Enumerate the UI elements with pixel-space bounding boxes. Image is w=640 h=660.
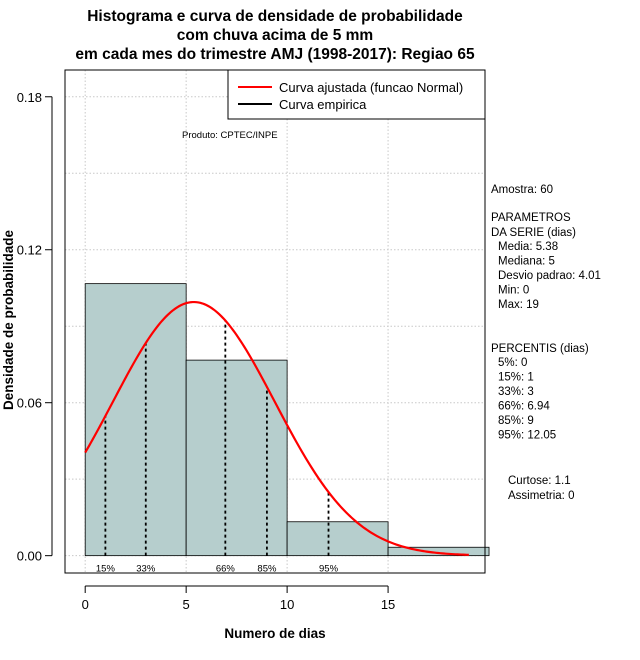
title-line-2: com chuva acima de 5 mm bbox=[177, 27, 373, 44]
stats-panel: Produto: CPTEC/INPE Amostra: 60 PARAMETRO… bbox=[182, 130, 601, 502]
param-item: Max: 19 bbox=[498, 299, 539, 311]
normal-curve bbox=[84, 300, 469, 556]
x-tick-label: 5 bbox=[183, 597, 190, 612]
y-axis-label: Densidade de probabilidade bbox=[1, 229, 16, 410]
x-tick-label: 10 bbox=[280, 597, 294, 612]
x-tick-label: 0 bbox=[82, 597, 89, 612]
x-axis-label: Numero de dias bbox=[224, 626, 325, 641]
legend: Curva ajustada (funcao Normal) Curva empi… bbox=[227, 69, 486, 120]
percentile-label: 85% bbox=[257, 564, 277, 575]
percentile-item: 33%: 3 bbox=[498, 386, 534, 398]
percentile-label: 95% bbox=[319, 564, 339, 575]
params-header: PARAMETROS bbox=[491, 212, 571, 224]
percentile-label: 66% bbox=[216, 564, 236, 575]
param-item: Mediana: 5 bbox=[498, 256, 555, 268]
histogram-bars bbox=[84, 283, 490, 557]
percentile-item: 5%: 0 bbox=[498, 357, 527, 369]
percentile-label: 33% bbox=[136, 564, 156, 575]
percentile-item: 15%: 1 bbox=[498, 372, 534, 384]
param-item: Media: 5.38 bbox=[498, 241, 558, 253]
normal-curve-line bbox=[84, 300, 469, 556]
shape-stat: Curtose: 1.1 bbox=[508, 475, 571, 487]
percentile-item: 66%: 6.94 bbox=[498, 401, 550, 413]
y-tick-label: 0.18 bbox=[17, 90, 42, 105]
histogram-bar bbox=[387, 546, 490, 557]
percentile-item: 95%: 12.05 bbox=[498, 430, 556, 442]
title-line-1: Histograma e curva de densidade de proba… bbox=[87, 8, 463, 25]
params-header: DA SERIE (dias) bbox=[491, 227, 576, 239]
axes: 0 5 10 15 Numero de dias 0.00 0.06 0.12 0.18 Dens… bbox=[1, 90, 395, 641]
x-tick-label: 15 bbox=[381, 597, 395, 612]
legend-box bbox=[227, 69, 486, 120]
legend-label: Curva ajustada (funcao Normal) bbox=[279, 80, 463, 95]
y-tick-label: 0.12 bbox=[17, 243, 42, 258]
shape-stat: Assimetria: 0 bbox=[508, 490, 574, 502]
product-label: Produto: CPTEC/INPE bbox=[182, 130, 278, 141]
y-tick-label: 0.00 bbox=[17, 549, 42, 564]
chart-title: Histograma e curva de densidade de proba… bbox=[75, 8, 475, 63]
param-item: Desvio padrao: 4.01 bbox=[498, 270, 601, 282]
histogram-bar bbox=[185, 359, 288, 557]
param-item: Min: 0 bbox=[498, 285, 529, 297]
legend-label: Curva empirica bbox=[279, 97, 367, 112]
percentis-header: PERCENTIS (dias) bbox=[491, 343, 589, 355]
percentile-item: 85%: 9 bbox=[498, 415, 534, 427]
sample-size: Amostra: 60 bbox=[491, 184, 553, 196]
histogram-bar bbox=[84, 283, 187, 557]
histogram-bar bbox=[286, 521, 389, 557]
percentile-lines: 15% 33% 66% 85% 95% bbox=[96, 320, 339, 575]
percentile-label: 15% bbox=[96, 564, 116, 575]
title-line-3: em cada mes do trimestre AMJ (1998-2017)… bbox=[75, 46, 475, 63]
y-tick-label: 0.06 bbox=[17, 396, 42, 411]
